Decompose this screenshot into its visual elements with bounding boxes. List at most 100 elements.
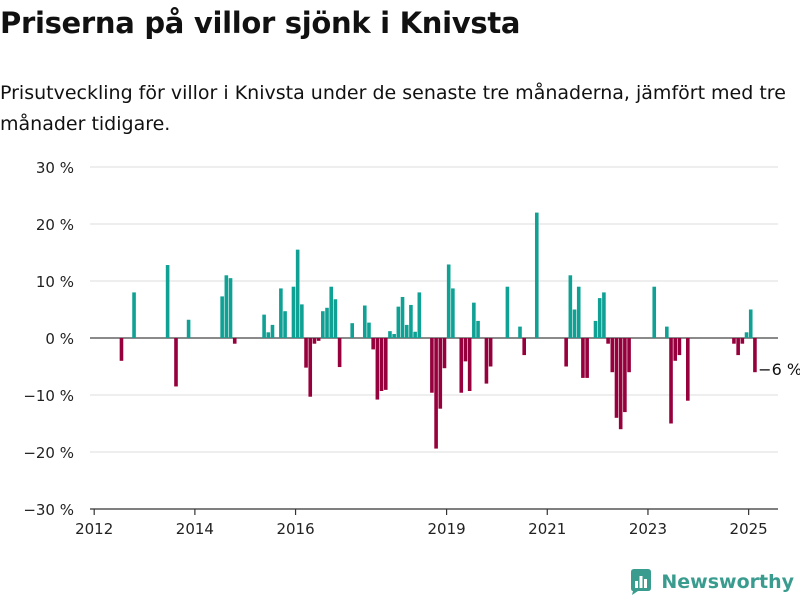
- y-tick-label: 20 %: [36, 216, 74, 234]
- y-tick-label: −20 %: [23, 444, 74, 462]
- bar: [446, 264, 451, 338]
- bar: [669, 338, 673, 424]
- bar: [576, 286, 581, 338]
- y-tick-label: −30 %: [23, 501, 74, 519]
- chart-subtitle: Prisutveckling för villor i Knivsta unde…: [0, 82, 786, 135]
- bar: [736, 338, 740, 356]
- bar: [572, 309, 577, 338]
- bar: [228, 278, 233, 338]
- bar: [220, 296, 224, 338]
- bar: [585, 338, 589, 378]
- bar: [371, 338, 375, 350]
- bar: [350, 323, 354, 338]
- bar: [375, 338, 380, 400]
- bar: [484, 338, 489, 384]
- bar: [321, 311, 325, 338]
- bar: [581, 338, 585, 378]
- bar: [610, 338, 615, 373]
- bar: [438, 338, 443, 409]
- bar: [413, 331, 417, 338]
- bar: [232, 338, 237, 344]
- bar: [325, 307, 329, 338]
- bars: [119, 212, 757, 449]
- bar: [472, 302, 476, 338]
- bar: [388, 331, 392, 338]
- bar: [442, 338, 447, 369]
- bar: [392, 334, 396, 338]
- bar: [379, 338, 384, 392]
- bar: [300, 304, 304, 338]
- bar: [430, 338, 434, 393]
- bar: [333, 299, 338, 338]
- x-tick-label: 2025: [730, 520, 768, 538]
- bar: [132, 292, 136, 338]
- bar: [732, 338, 736, 344]
- bar: [597, 298, 602, 338]
- bar: [400, 296, 405, 338]
- bar: [451, 288, 455, 338]
- bar: [686, 338, 690, 401]
- bar: [522, 338, 526, 356]
- bar: [467, 338, 472, 392]
- bar: [568, 275, 573, 338]
- annotation: −6 %: [758, 360, 800, 379]
- bar: [404, 324, 409, 338]
- bar: [740, 338, 745, 344]
- bar: [279, 288, 283, 338]
- bar: [186, 319, 191, 338]
- bar: [614, 338, 619, 418]
- bar: [312, 338, 317, 344]
- x-tick-label: 2019: [427, 520, 465, 538]
- bar: [593, 320, 598, 338]
- bar: [744, 332, 749, 338]
- bar: [295, 249, 300, 338]
- y-tick-label: 10 %: [36, 273, 74, 291]
- brand-name: Newsworthy: [661, 571, 794, 593]
- bar: [665, 326, 669, 338]
- annotation-label: −6 %: [758, 360, 800, 379]
- newsworthy-logo: Newsworthy: [628, 568, 794, 596]
- bar-chart: 30 %20 %10 %0 %−10 %−20 %−30 % 2012 2014 2…: [23, 159, 800, 538]
- y-axis-labels: 30 % 20 % 10 % 0 % −10 % −20 % −30 %: [23, 159, 74, 519]
- bar: [488, 338, 493, 367]
- bar: [602, 292, 606, 338]
- bar: [383, 338, 388, 390]
- bar: [337, 338, 342, 368]
- bar-chart-icon: [631, 569, 652, 595]
- bar: [564, 338, 568, 367]
- y-tick-label: −10 %: [23, 387, 74, 405]
- bar: [627, 338, 631, 373]
- bar: [606, 338, 610, 344]
- bar: [409, 304, 413, 338]
- x-tick-label: 2014: [176, 520, 214, 538]
- bar: [224, 275, 229, 338]
- bar: [534, 212, 539, 338]
- y-tick-label: 0 %: [45, 330, 74, 348]
- bar: [316, 338, 321, 341]
- x-axis: 2012 2014 2016 2019 2021 2023 2025: [75, 508, 778, 538]
- x-tick-label: 2021: [528, 520, 566, 538]
- bar: [329, 286, 334, 338]
- bar: [119, 338, 124, 361]
- bar: [618, 338, 623, 430]
- x-tick-label: 2023: [629, 520, 667, 538]
- bar: [623, 338, 627, 413]
- bar: [174, 338, 178, 387]
- bar: [367, 322, 371, 338]
- bar: [165, 265, 170, 338]
- bar: [673, 338, 678, 361]
- bar: [291, 286, 296, 338]
- bar: [304, 338, 308, 368]
- bar: [753, 338, 757, 373]
- bar: [463, 338, 468, 362]
- bar: [396, 306, 401, 338]
- bar: [652, 286, 657, 338]
- bar: [505, 286, 510, 338]
- bar: [434, 338, 438, 449]
- bar: [270, 324, 275, 338]
- chart-title: Priserna på villor sjönk i Knivsta: [0, 6, 521, 40]
- bar: [362, 305, 367, 338]
- x-tick-label: 2016: [276, 520, 314, 538]
- y-tick-label: 30 %: [36, 159, 74, 177]
- bar: [677, 338, 682, 356]
